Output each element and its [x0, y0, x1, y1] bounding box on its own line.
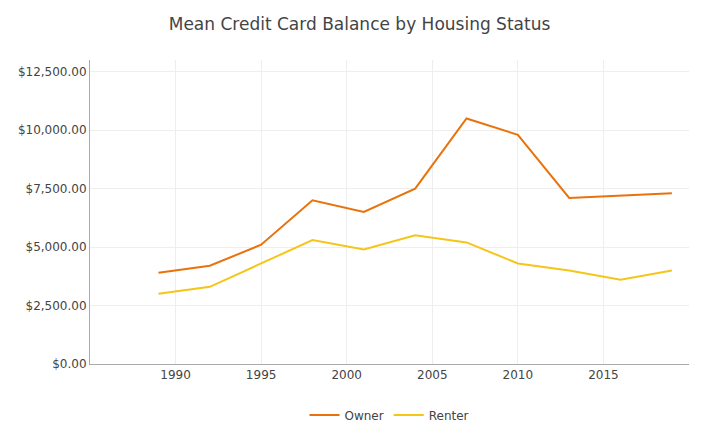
svg-text:$12,500.00: $12,500.00 — [18, 65, 87, 79]
svg-text:1990: 1990 — [160, 368, 191, 382]
svg-text:2000: 2000 — [331, 368, 362, 382]
svg-text:1995: 1995 — [246, 368, 277, 382]
svg-text:2005: 2005 — [417, 368, 448, 382]
svg-text:Mean Credit Card Balance by Ho: Mean Credit Card Balance by Housing Stat… — [169, 14, 551, 34]
svg-text:2010: 2010 — [503, 368, 534, 382]
svg-text:$2,500.00: $2,500.00 — [26, 299, 87, 313]
svg-text:Owner: Owner — [345, 409, 384, 423]
svg-text:$7,500.00: $7,500.00 — [26, 182, 87, 196]
svg-text:2015: 2015 — [588, 368, 619, 382]
svg-text:$10,000.00: $10,000.00 — [18, 123, 87, 137]
svg-text:Renter: Renter — [429, 409, 469, 423]
svg-text:$0.00: $0.00 — [52, 357, 86, 371]
svg-text:$5,000.00: $5,000.00 — [26, 240, 87, 254]
